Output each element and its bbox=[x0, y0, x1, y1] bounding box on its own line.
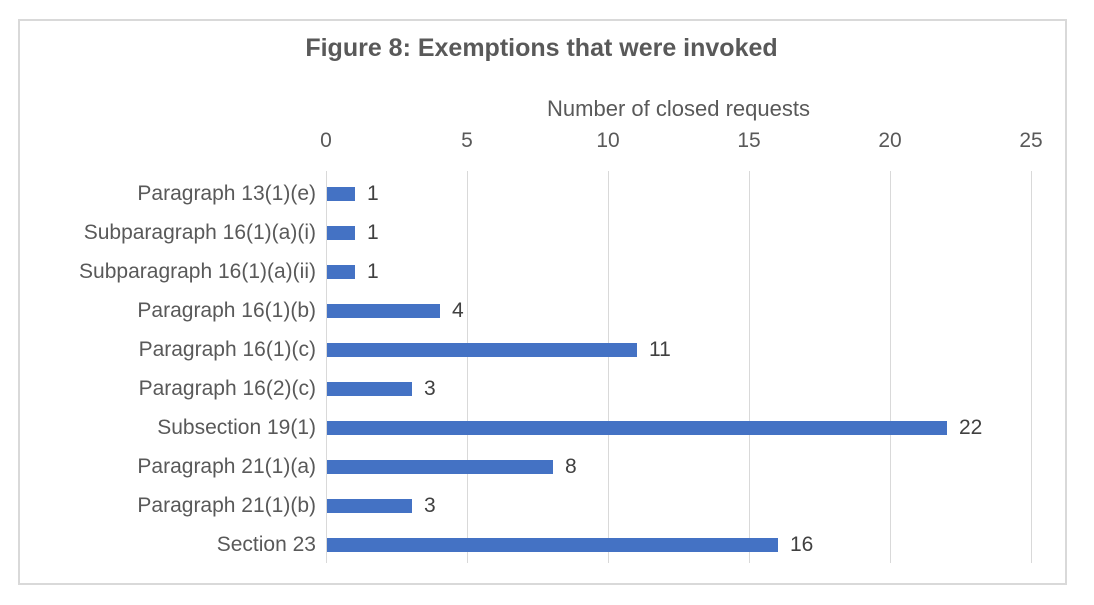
gridline bbox=[326, 171, 327, 563]
data-label: 22 bbox=[959, 416, 983, 439]
bar bbox=[327, 265, 355, 279]
bar bbox=[327, 304, 440, 318]
gridline bbox=[749, 171, 750, 563]
bar bbox=[327, 226, 355, 240]
data-label: 16 bbox=[790, 533, 814, 556]
category-label: Subparagraph 16(1)(a)(ii) bbox=[79, 260, 316, 283]
chart-title: Figure 8: Exemptions that were invoked bbox=[305, 34, 778, 62]
bar bbox=[327, 187, 355, 201]
category-label: Paragraph 13(1)(e) bbox=[137, 182, 316, 205]
gridline bbox=[467, 171, 468, 563]
category-label: Paragraph 21(1)(a) bbox=[137, 455, 316, 478]
bar bbox=[327, 421, 947, 435]
gridline bbox=[890, 171, 891, 563]
bar bbox=[327, 499, 412, 513]
data-label: 3 bbox=[424, 494, 436, 517]
data-label: 1 bbox=[367, 182, 379, 205]
bar bbox=[327, 538, 778, 552]
x-axis-title: Number of closed requests bbox=[547, 96, 810, 121]
data-label: 11 bbox=[649, 338, 671, 361]
data-label: 4 bbox=[452, 299, 464, 322]
data-label: 1 bbox=[367, 221, 379, 244]
x-tick-label: 15 bbox=[737, 129, 761, 152]
bar bbox=[327, 382, 412, 396]
x-tick-label: 10 bbox=[596, 129, 620, 152]
data-label: 8 bbox=[565, 455, 577, 478]
category-label: Section 23 bbox=[216, 533, 316, 556]
x-tick-label: 0 bbox=[320, 129, 332, 152]
bar bbox=[327, 343, 637, 357]
gridline bbox=[1031, 171, 1032, 563]
data-label: 1 bbox=[367, 260, 379, 283]
data-label: 3 bbox=[424, 377, 436, 400]
category-label: Paragraph 16(2)(c) bbox=[138, 377, 316, 400]
x-tick-label: 25 bbox=[1019, 129, 1043, 152]
category-label: Paragraph 16(1)(c) bbox=[138, 338, 316, 361]
category-label: Paragraph 16(1)(b) bbox=[137, 299, 316, 322]
x-tick-label: 20 bbox=[878, 129, 902, 152]
bar bbox=[327, 460, 553, 474]
category-label: Subparagraph 16(1)(a)(i) bbox=[83, 221, 316, 244]
chart-frame bbox=[18, 19, 1067, 585]
category-label: Paragraph 21(1)(b) bbox=[137, 494, 316, 517]
category-label: Subsection 19(1) bbox=[157, 416, 316, 439]
gridline bbox=[608, 171, 609, 563]
x-tick-label: 5 bbox=[461, 129, 473, 152]
